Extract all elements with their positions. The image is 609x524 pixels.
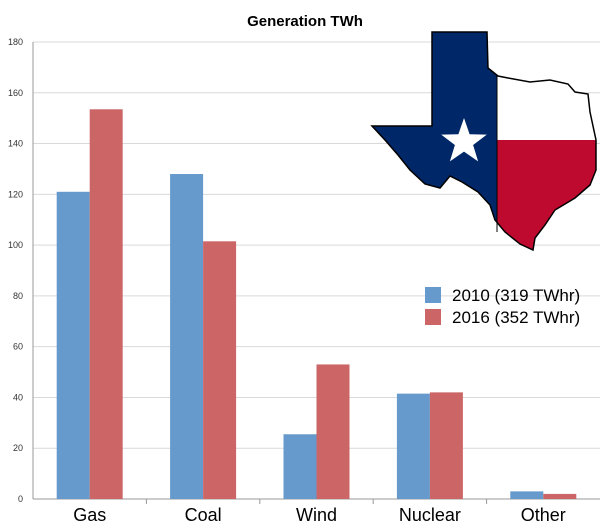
y-axis-tick-labels: 0 20 40 60 80 100 120 140 160 180 (8, 37, 23, 504)
bar-coal-2010 (170, 174, 204, 499)
y-tick-label: 80 (13, 291, 23, 301)
x-category-label: Wind (296, 505, 337, 524)
x-category-label: Other (521, 505, 566, 524)
texas-flag-map-icon (370, 31, 597, 252)
flag-red-stripe (497, 140, 596, 250)
x-category-label: Gas (73, 505, 106, 524)
gridlines (33, 41, 600, 449)
bar-nuclear-2016 (429, 392, 463, 499)
bar-gas-2016 (89, 109, 123, 500)
legend: 2010 (319 TWhr) 2016 (352 TWhr) (425, 286, 580, 327)
bar-other-2010 (510, 491, 544, 499)
bar-nuclear-2010 (396, 393, 430, 499)
bar-wind-2010 (283, 434, 317, 499)
y-tick-label: 180 (8, 37, 23, 47)
y-tick-label: 140 (8, 139, 23, 149)
y-tick-label: 40 (13, 392, 23, 402)
bar-other-2016 (543, 493, 577, 499)
y-tick-label: 60 (13, 342, 23, 352)
y-tick-label: 0 (18, 494, 23, 504)
bar-coal-2016 (203, 241, 237, 499)
x-axis-category-labels: Gas Coal Wind Nuclear Other (73, 505, 566, 524)
bar-gas-2010 (56, 191, 90, 500)
bar-wind-2016 (316, 364, 350, 499)
chart-title: Generation TWh (247, 13, 363, 30)
bars (56, 109, 577, 500)
y-tick-label: 20 (13, 443, 23, 453)
legend-label-2016: 2016 (352 TWhr) (452, 308, 580, 327)
y-tick-label: 160 (8, 88, 23, 98)
flag-star-icon (441, 118, 487, 162)
legend-swatch-2010 (425, 287, 441, 303)
legend-swatch-2016 (425, 309, 441, 325)
y-tick-label: 100 (8, 240, 23, 250)
x-category-label: Nuclear (399, 505, 461, 524)
legend-label-2010: 2010 (319 TWhr) (452, 286, 580, 305)
x-category-label: Coal (185, 505, 222, 524)
y-tick-label: 120 (8, 189, 23, 199)
